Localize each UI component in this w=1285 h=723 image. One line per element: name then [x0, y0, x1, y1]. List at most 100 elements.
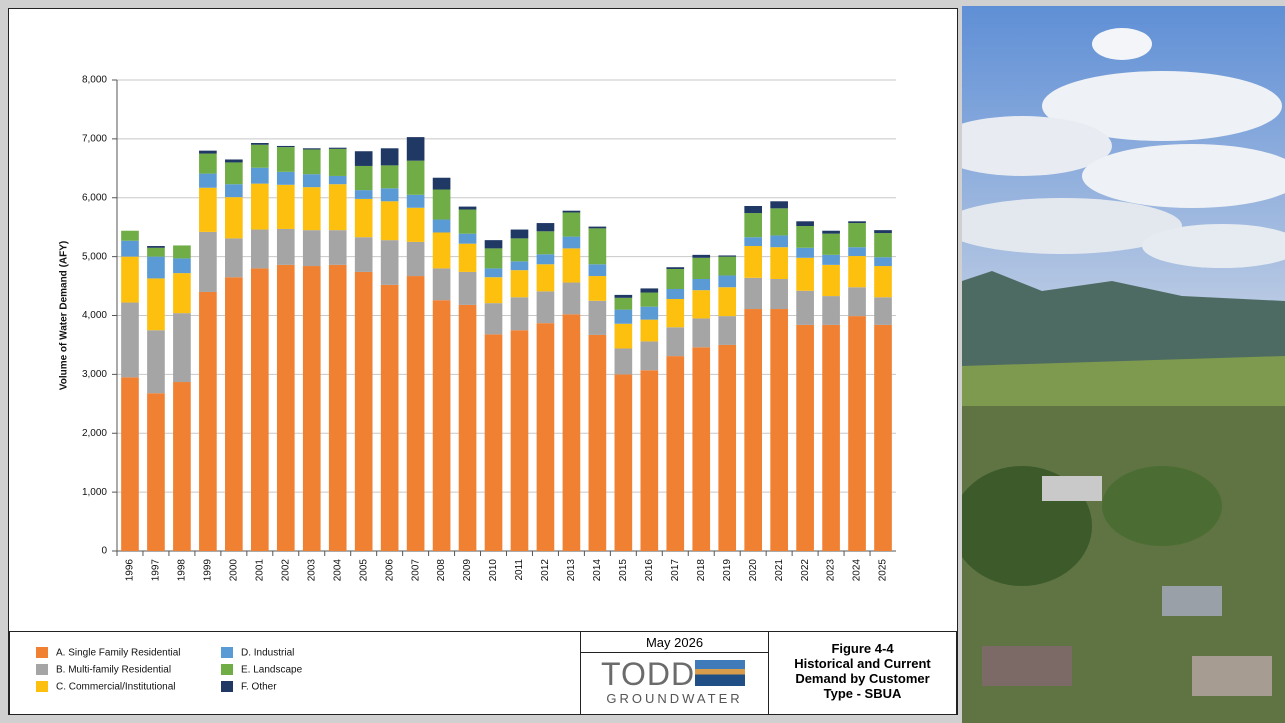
bar-segment: [718, 255, 737, 257]
bar-segment: [510, 270, 529, 298]
x-tick-label: 2020: [748, 559, 759, 582]
bar-segment: [744, 205, 763, 214]
x-tick-label: 2006: [384, 559, 395, 582]
bar-segment: [770, 247, 788, 279]
bar-segment: [588, 334, 607, 551]
bar-segment: [744, 309, 763, 551]
bar-segment: [432, 177, 451, 190]
x-tick-label: 2017: [670, 559, 681, 582]
bar-segment: [250, 142, 269, 145]
legend-swatch: [221, 681, 233, 692]
x-tick-label: 1998: [177, 559, 188, 582]
bar-segment: [302, 230, 321, 267]
bar-segment: [692, 290, 711, 319]
bar-segment: [536, 291, 555, 324]
bar-segment: [770, 309, 788, 551]
bar-segment: [510, 261, 529, 271]
bar-segment: [328, 148, 347, 176]
bar-segment: [718, 316, 737, 345]
x-tick-label: 1999: [203, 559, 214, 582]
legend-swatch: [36, 647, 48, 658]
bar-segment: [302, 266, 321, 551]
bar-segment: [666, 299, 685, 328]
bar-segment: [640, 319, 659, 342]
legend: A. Single Family Residential B. Multi-fam…: [36, 647, 303, 693]
bar-segment: [250, 183, 269, 230]
bar-segment: [380, 201, 399, 241]
bar-segment: [484, 240, 503, 249]
y-tick-label: 6,000: [82, 192, 107, 203]
x-tick-label: 2022: [800, 559, 811, 582]
bar-segment: [640, 341, 659, 371]
bar-segment: [458, 206, 477, 210]
bar-segment: [796, 290, 814, 325]
photo: [962, 6, 1285, 723]
bar-segment: [276, 145, 295, 148]
y-tick-label: 8,000: [82, 75, 107, 86]
bar-segment: [510, 330, 529, 551]
bar-segment: [796, 221, 814, 227]
bar-segment: [225, 238, 243, 278]
x-tick-label: 2014: [592, 559, 603, 582]
bar-segment: [484, 277, 503, 304]
bar-segment: [536, 231, 555, 255]
x-tick-label: 2015: [618, 559, 629, 582]
bar-segment: [666, 327, 685, 357]
bar-segment: [770, 208, 788, 236]
bar-segment: [822, 296, 840, 325]
bar-segment: [406, 137, 425, 161]
y-tick-label: 0: [101, 546, 107, 557]
bar-segment: [588, 226, 607, 229]
bar-segment: [614, 348, 633, 375]
bar-segment: [458, 233, 477, 244]
bar-segment: [874, 324, 892, 551]
bar-segment: [276, 184, 295, 229]
bar-segment: [822, 230, 840, 234]
bar-segment: [225, 159, 243, 163]
x-tick-label: 2013: [566, 559, 577, 582]
bar-segment: [588, 228, 607, 265]
y-tick-label: 5,000: [82, 251, 107, 262]
bar-segment: [276, 228, 295, 265]
bar-segment: [406, 207, 425, 242]
bar-segment: [199, 231, 217, 292]
bar-segment: [328, 147, 347, 149]
bar-segment: [380, 284, 399, 551]
bar-segment: [173, 273, 191, 314]
bar-segment: [276, 264, 295, 551]
bar-segment: [666, 267, 685, 269]
bar-segment: [510, 229, 529, 239]
bar-segment: [302, 174, 321, 188]
bar-segment: [380, 188, 399, 202]
bar-segment: [225, 197, 243, 239]
bar-segment: [199, 291, 217, 551]
bar-segment: [718, 275, 737, 288]
legend-box: A. Single Family Residential B. Multi-fam…: [9, 631, 581, 715]
bar-segment: [302, 148, 321, 150]
legend-swatch: [221, 664, 233, 675]
bar-segment: [199, 173, 217, 188]
bar-segment: [796, 226, 814, 248]
bar-segment: [406, 241, 425, 277]
bar-segment: [458, 209, 477, 234]
legend-swatch: [36, 664, 48, 675]
bar-segment: [718, 344, 737, 551]
legend-label: B. Multi-family Residential: [56, 665, 171, 676]
bar-segment: [822, 264, 840, 297]
figure-caption: Historical and Current Demand by Custome…: [794, 656, 931, 701]
bar-segment: [874, 266, 892, 298]
bar-segment: [432, 300, 451, 551]
bar-segment: [173, 382, 191, 551]
logo-mark: [695, 660, 745, 686]
bar-segment: [510, 297, 529, 331]
bar-segment: [822, 324, 840, 551]
bar-segment: [562, 248, 581, 283]
bar-segment: [588, 264, 607, 277]
x-tick-label: 2012: [540, 559, 551, 582]
x-tick-label: 1997: [151, 559, 162, 582]
bar-segment: [354, 151, 373, 166]
bar-segment: [744, 277, 763, 310]
bar-segment: [692, 318, 711, 348]
bar-segment: [354, 237, 373, 272]
